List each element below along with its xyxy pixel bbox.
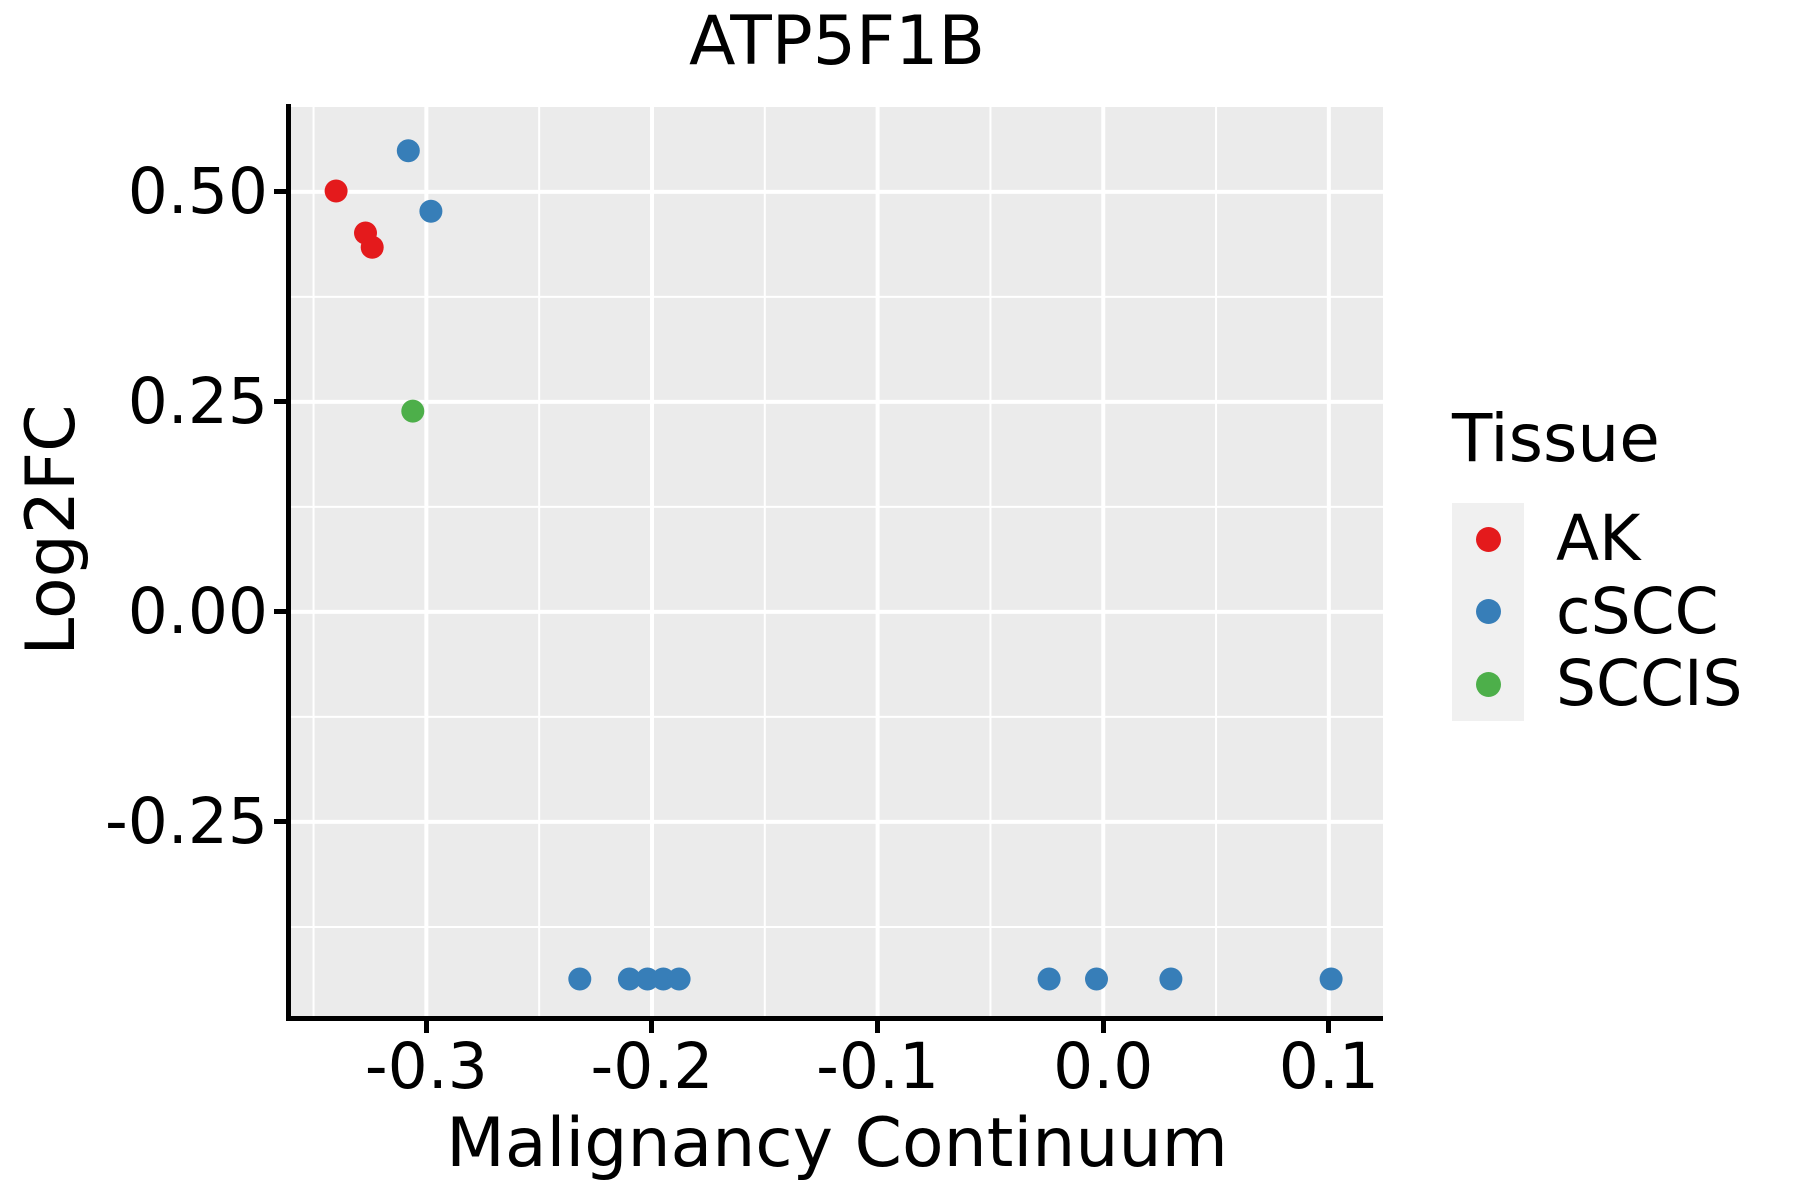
x-tick-mark [1100,1021,1106,1033]
x-tick-label: -0.3 [364,1030,488,1103]
data-point-cSCC [667,967,691,991]
legend-label-SCCIS: SCCIS [1556,647,1743,720]
y-tick-label: 0.50 [127,154,268,228]
y-tick-mark [274,819,286,825]
data-point-cSCC [568,967,592,991]
x-tick-label: -0.1 [816,1030,940,1103]
plot-title: ATP5F1B [688,2,986,81]
x-tick-label: 0.1 [1278,1030,1379,1103]
data-point-cSCC [1037,967,1061,991]
legend-label-AK: AK [1556,502,1641,575]
x-tick-label: -0.2 [590,1030,714,1103]
plot-panel [291,107,1383,1016]
data-point-cSCC [636,967,659,991]
data-point-cSCC [651,967,675,991]
y-tick-label: 0.00 [127,574,268,648]
y-tick-mark [274,399,286,405]
y-axis-title: Log2FC [12,404,91,656]
x-tick-mark [423,1021,429,1033]
scatter-canvas [291,107,1383,1016]
data-point-AK [324,179,348,203]
legend-dot-cSCC [1475,599,1501,624]
y-tick-mark [274,189,286,195]
legend-label-cSCC: cSCC [1556,574,1719,648]
x-tick-mark [649,1021,655,1033]
legend-title: Tissue [1452,400,1660,477]
legend-dot-SCCIS [1475,671,1501,697]
data-point-cSCC [617,967,641,991]
x-axis-line [286,1016,1383,1021]
data-point-cSCC [396,139,420,163]
data-point-cSCC [1159,967,1183,991]
data-point-cSCC [1085,967,1108,991]
data-point-cSCC [419,199,443,223]
data-point-AK [360,235,384,259]
x-axis-title: Malignancy Continuum [446,1104,1228,1183]
legend-dot-AK [1475,526,1501,552]
y-tick-mark [274,609,286,615]
data-point-cSCC [1319,967,1343,991]
x-tick-mark [875,1021,881,1033]
y-tick-label: -0.25 [104,784,268,858]
y-tick-label: 0.25 [127,364,268,438]
x-tick-mark [1326,1021,1332,1033]
y-axis-line [286,104,291,1021]
x-tick-label: 0.0 [1053,1030,1154,1103]
data-point-SCCIS [401,399,425,423]
